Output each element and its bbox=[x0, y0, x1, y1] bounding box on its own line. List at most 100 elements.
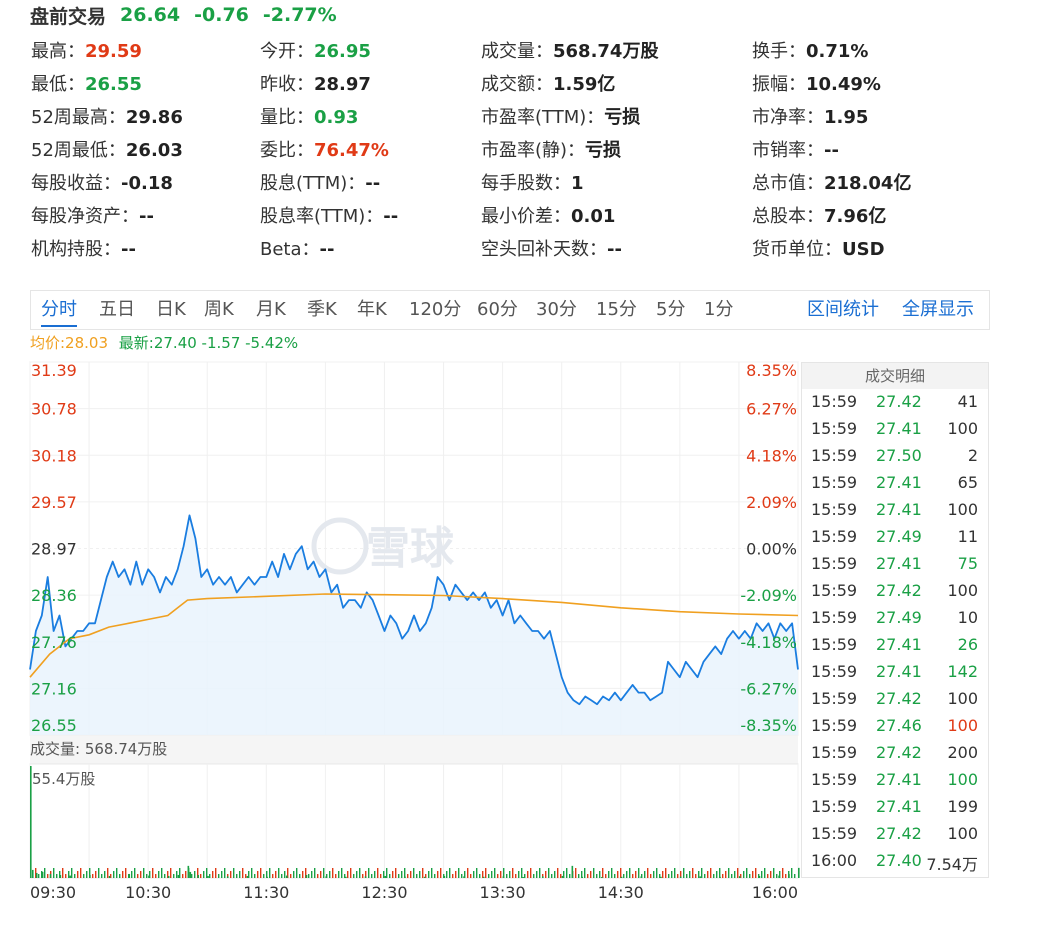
tab-11[interactable]: 5分 bbox=[656, 299, 686, 320]
volume-bar-fill bbox=[326, 874, 328, 878]
stat-value: 26.95 bbox=[314, 41, 371, 62]
tab-1[interactable]: 五日 bbox=[99, 299, 135, 320]
y-tick-right: 2.09% bbox=[746, 493, 797, 512]
stat-value: 76.47% bbox=[314, 140, 389, 161]
stat-item: 货币单位：USD bbox=[752, 238, 885, 262]
x-tick: 14:30 bbox=[598, 883, 644, 902]
volume-bar-fill bbox=[596, 874, 598, 878]
volume-bar-fill bbox=[203, 871, 205, 878]
volume-bar-fill bbox=[212, 871, 214, 878]
volume-bar-fill bbox=[770, 871, 772, 878]
y-tick-right: 8.35% bbox=[746, 361, 797, 380]
volume-bar bbox=[571, 865, 574, 878]
volume-bar-fill bbox=[557, 868, 559, 878]
y-tick-left: 28.36 bbox=[31, 586, 77, 605]
volume-bar-fill bbox=[314, 868, 316, 878]
volume-bar-fill bbox=[605, 874, 607, 878]
range-stats-link[interactable]: 区间统计 bbox=[807, 299, 879, 320]
trade-time: 15:59 bbox=[811, 716, 858, 735]
volume-bar bbox=[325, 876, 327, 878]
volume-bar-fill bbox=[752, 871, 754, 878]
volume-bar-fill bbox=[659, 874, 661, 878]
trade-qty: 26 bbox=[957, 635, 978, 654]
volume-bar-fill bbox=[365, 871, 367, 878]
volume-bar-fill bbox=[107, 868, 109, 878]
y-tick-right: -8.35% bbox=[740, 716, 797, 735]
tab-6[interactable]: 年K bbox=[357, 299, 387, 320]
volume-bar-fill bbox=[638, 868, 640, 878]
volume-bar-fill bbox=[695, 874, 697, 878]
volume-bar-fill bbox=[194, 871, 196, 878]
volume-bar-fill bbox=[155, 874, 157, 878]
stat-label: 市盈率(TTM)： bbox=[481, 107, 605, 128]
volume-bar-fill bbox=[386, 868, 388, 878]
volume-bar-fill bbox=[41, 871, 43, 878]
volume-bar-fill bbox=[665, 868, 667, 878]
volume-bar-fill bbox=[62, 868, 64, 878]
volume-bar bbox=[620, 876, 623, 878]
volume-bar-fill bbox=[422, 868, 424, 878]
trade-price: 27.49 bbox=[876, 608, 922, 627]
volume-bar-fill bbox=[179, 868, 181, 878]
trade-row: 15:59 27.41 75 bbox=[802, 551, 990, 578]
volume-bar-fill bbox=[317, 874, 319, 878]
trade-qty: 199 bbox=[947, 797, 978, 816]
volume-total-label: 成交量: 568.74万股 bbox=[30, 740, 168, 758]
volume-bar-fill bbox=[578, 874, 580, 878]
trade-row: 15:59 27.41 100 bbox=[802, 497, 990, 524]
stat-item: 成交额：1.59亿 bbox=[481, 73, 615, 97]
y-tick-left: 27.76 bbox=[31, 633, 77, 652]
volume-bar bbox=[197, 874, 199, 878]
volume-panel-frame bbox=[29, 763, 799, 879]
y-tick-right: 4.18% bbox=[746, 446, 797, 465]
volume-bar-fill bbox=[392, 871, 394, 878]
volume-bar-fill bbox=[566, 868, 568, 878]
volume-bar-fill bbox=[344, 874, 346, 878]
latest-price-legend: 最新:27.40 -1.57 -5.42% bbox=[118, 334, 299, 352]
volume-bar-fill bbox=[182, 874, 184, 878]
trade-time: 15:59 bbox=[811, 419, 858, 438]
fullscreen-link[interactable]: 全屏显示 bbox=[902, 299, 974, 320]
trade-time: 15:59 bbox=[811, 824, 858, 843]
volume-bar-fill bbox=[464, 871, 466, 878]
volume-bar-fill bbox=[500, 871, 502, 878]
trade-row: 15:59 27.46 100 bbox=[802, 713, 990, 740]
volume-bar bbox=[482, 876, 485, 878]
stat-value: -0.18 bbox=[121, 173, 173, 194]
y-tick-left: 27.16 bbox=[31, 679, 77, 698]
tab-10[interactable]: 15分 bbox=[596, 299, 637, 320]
volume-bar-fill bbox=[620, 868, 622, 878]
tab-4[interactable]: 月K bbox=[256, 299, 286, 320]
stat-item: 52周最高：29.86 bbox=[31, 106, 183, 130]
trade-price: 27.42 bbox=[876, 743, 922, 762]
tab-8[interactable]: 60分 bbox=[477, 299, 518, 320]
tab-9[interactable]: 30分 bbox=[536, 299, 577, 320]
tab-7[interactable]: 120分 bbox=[409, 299, 462, 320]
tab-0[interactable]: 分时 bbox=[41, 291, 77, 329]
tab-12[interactable]: 1分 bbox=[704, 299, 734, 320]
volume-bar-fill bbox=[737, 868, 739, 878]
volume-bar-fill bbox=[542, 874, 544, 878]
volume-bar-fill bbox=[593, 868, 595, 878]
stat-value: -- bbox=[365, 173, 381, 194]
volume-bar bbox=[69, 875, 71, 878]
volume-bar-fill bbox=[671, 871, 673, 878]
tab-3[interactable]: 周K bbox=[204, 299, 234, 320]
volume-bar-fill bbox=[626, 871, 628, 878]
stat-value: 29.86 bbox=[125, 107, 183, 128]
volume-bar bbox=[679, 876, 682, 878]
volume-bar-fill bbox=[47, 874, 49, 878]
tab-2[interactable]: 日K bbox=[156, 299, 186, 320]
volume-bar-fill bbox=[398, 874, 400, 878]
stat-item: 最高：29.59 bbox=[31, 40, 142, 64]
volume-bar-fill bbox=[446, 871, 448, 878]
volume-bar-fill bbox=[656, 868, 658, 878]
volume-bar-fill bbox=[311, 871, 313, 878]
tab-5[interactable]: 季K bbox=[307, 299, 337, 320]
stat-item: 最低：26.55 bbox=[31, 73, 142, 97]
trade-detail-panel[interactable]: 成交明细 15:59 27.42 41 15:59 27.41 100 15:59 27.50… bbox=[801, 362, 989, 878]
stat-label: 货币单位： bbox=[752, 239, 842, 260]
stat-value: 亏损 bbox=[604, 107, 641, 128]
volume-bar-fill bbox=[371, 874, 373, 878]
